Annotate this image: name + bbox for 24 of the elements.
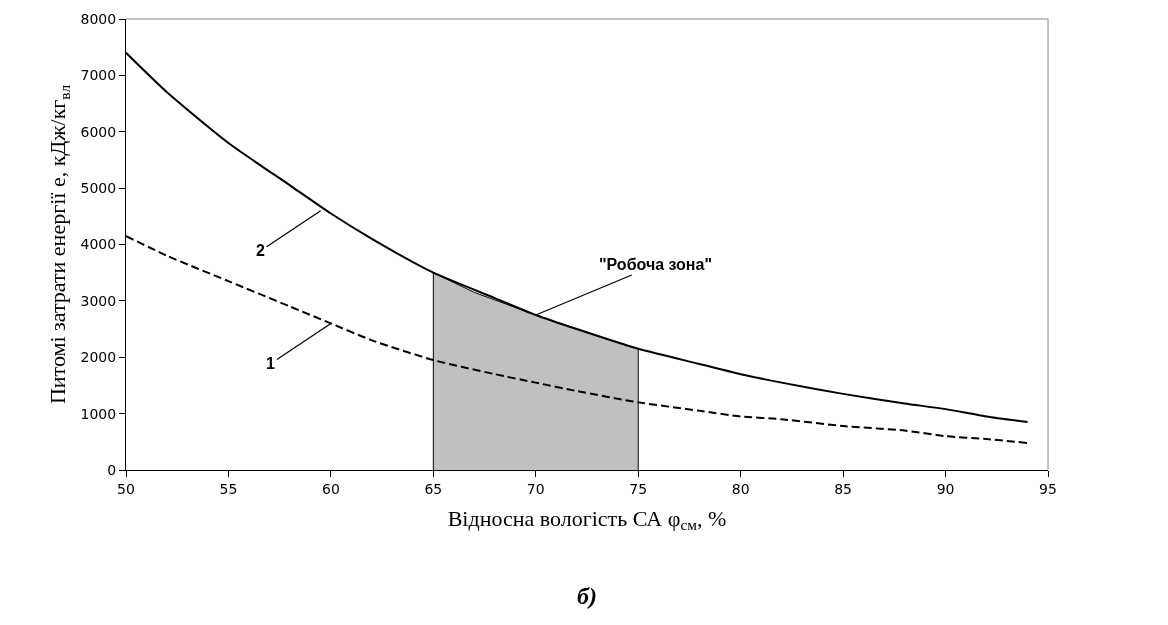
annotation: 1: [266, 355, 275, 372]
x-tick-label: 55: [219, 480, 238, 497]
annotation: 2: [256, 242, 265, 259]
x-tick-label: 80: [731, 480, 750, 497]
x-tick-label: 70: [526, 480, 545, 497]
y-tick-label: 5000: [80, 180, 117, 197]
y-tick-label: 1000: [80, 405, 117, 422]
y-tick-label: 6000: [80, 123, 117, 140]
x-tick-label: 65: [424, 480, 443, 497]
x-tick-label: 60: [321, 480, 340, 497]
y-tick-label: 2000: [80, 349, 117, 366]
x-tick-label: 95: [1039, 480, 1057, 497]
y-tick-label: 8000: [80, 10, 117, 27]
y-tick-label: 3000: [80, 292, 117, 309]
x-tick-label: 75: [629, 480, 648, 497]
x-tick-label: 50: [117, 480, 135, 497]
x-axis-title: Відносна вологість СА φ$_{см}$, %: [447, 505, 727, 534]
y-tick-label: 0: [107, 461, 117, 478]
annotation: "Робоча зона": [599, 256, 712, 273]
y-tick-label: 7000: [80, 67, 117, 84]
x-tick-label: 85: [834, 480, 853, 497]
y-tick-label: 4000: [80, 236, 117, 253]
x-tick-label: 90: [936, 480, 955, 497]
text: б): [577, 583, 597, 609]
